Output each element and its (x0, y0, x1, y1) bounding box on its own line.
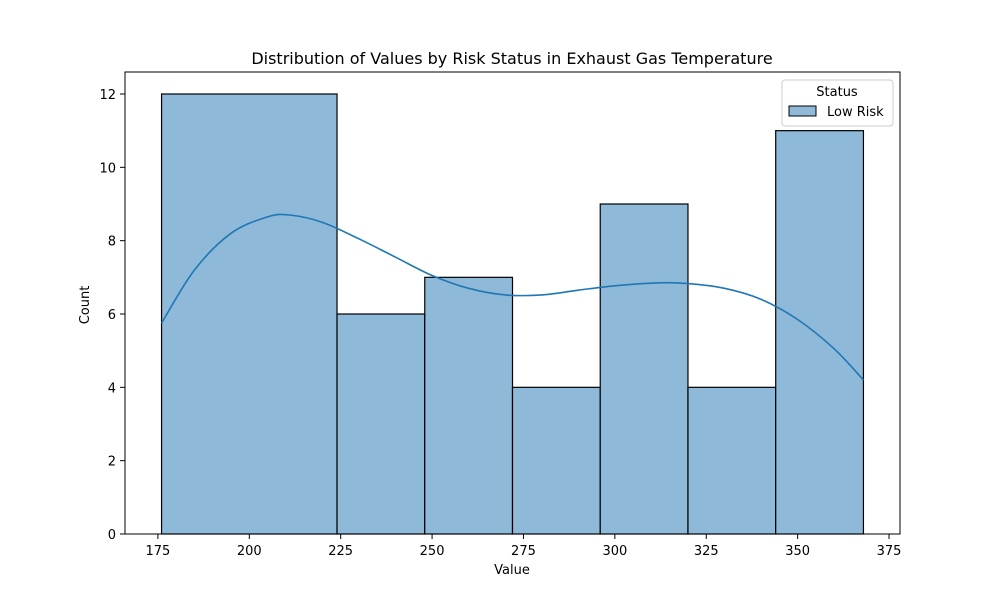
histogram-bar-1 (336, 313, 426, 535)
legend-swatch-low-risk (788, 105, 817, 117)
x-tick-label-325: 325 (694, 544, 719, 559)
kde-layer (160, 213, 865, 381)
histogram-bar-2 (424, 276, 514, 535)
x-tick-label-300: 300 (602, 544, 627, 559)
histogram-bar-3 (511, 386, 601, 535)
x-tick-label-225: 225 (328, 544, 353, 559)
x-tick-label-175: 175 (145, 544, 170, 559)
bars-layer (160, 93, 865, 535)
legend: Status Low Risk (781, 79, 894, 127)
x-tick-label-250: 250 (420, 544, 445, 559)
y-tick-label-6: 6 (108, 308, 116, 323)
y-tick-label-8: 8 (108, 235, 116, 250)
y-axis-label: Count (78, 286, 93, 325)
y-tick-label-10: 10 (99, 161, 116, 176)
plot-frame (124, 71, 901, 535)
x-tick-label-200: 200 (237, 544, 262, 559)
y-tick-label-12: 12 (99, 88, 116, 103)
kde-line-0 (160, 213, 865, 381)
x-tick-label-275: 275 (511, 544, 536, 559)
x-tick-label-375: 375 (877, 544, 902, 559)
histogram-bar-4 (599, 203, 689, 535)
legend-label-low-risk: Low Risk (827, 105, 884, 120)
histogram-bar-5 (687, 386, 777, 535)
chart-title: Distribution of Values by Risk Status in… (251, 49, 772, 68)
legend-title: Status (816, 85, 858, 100)
y-tick-label-4: 4 (108, 381, 116, 396)
y-tick-label-0: 0 (108, 528, 116, 543)
histogram-bar-0 (160, 93, 338, 535)
x-tick-label-350: 350 (785, 544, 810, 559)
histogram-bar-6 (775, 130, 865, 535)
y-axis: 0 2 4 6 8 10 12 (99, 88, 125, 543)
x-axis-label: Value (494, 563, 530, 578)
x-axis: 175 200 225 250 275 300 325 350 375 (145, 534, 901, 559)
y-tick-label-2: 2 (108, 455, 116, 470)
